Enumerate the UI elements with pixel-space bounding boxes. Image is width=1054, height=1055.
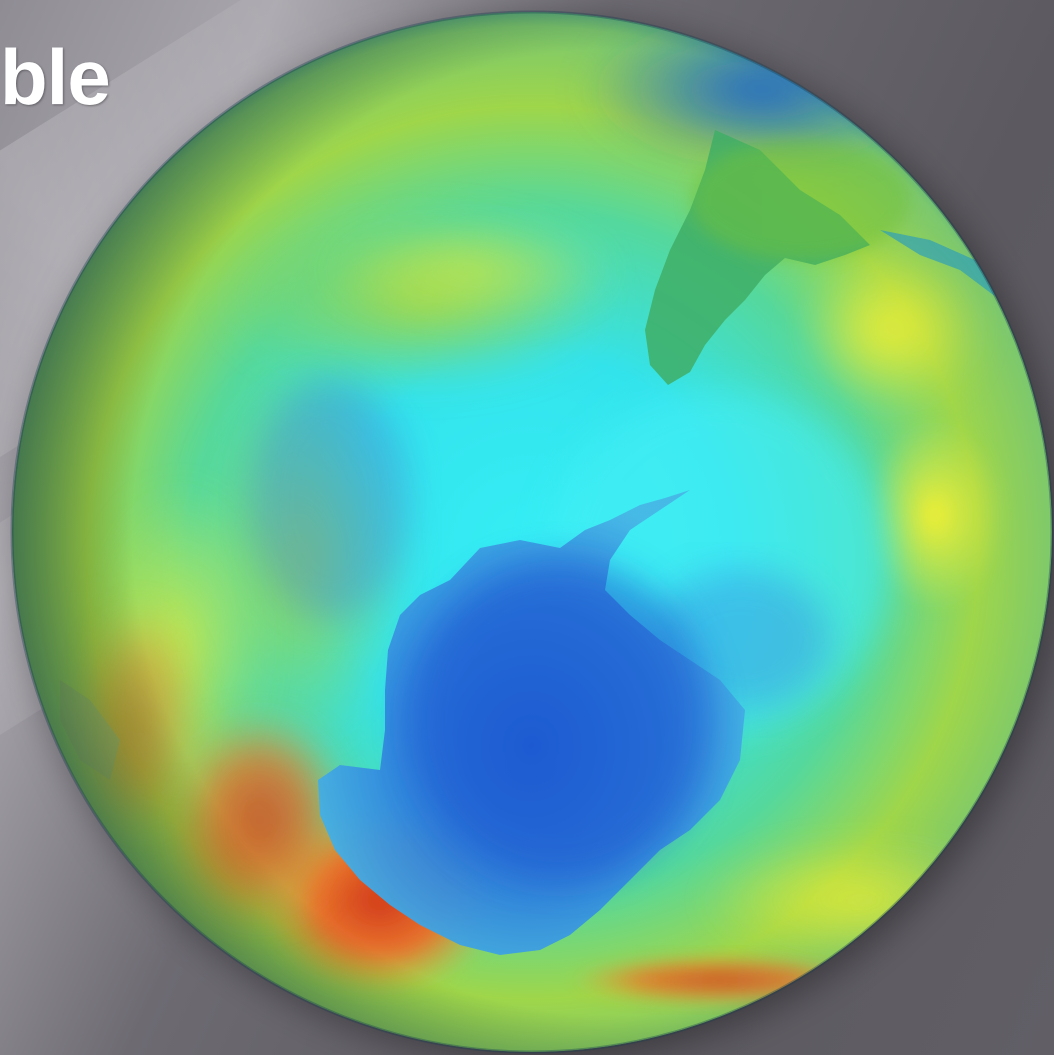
slide-title-fragment: ble (0, 33, 111, 121)
